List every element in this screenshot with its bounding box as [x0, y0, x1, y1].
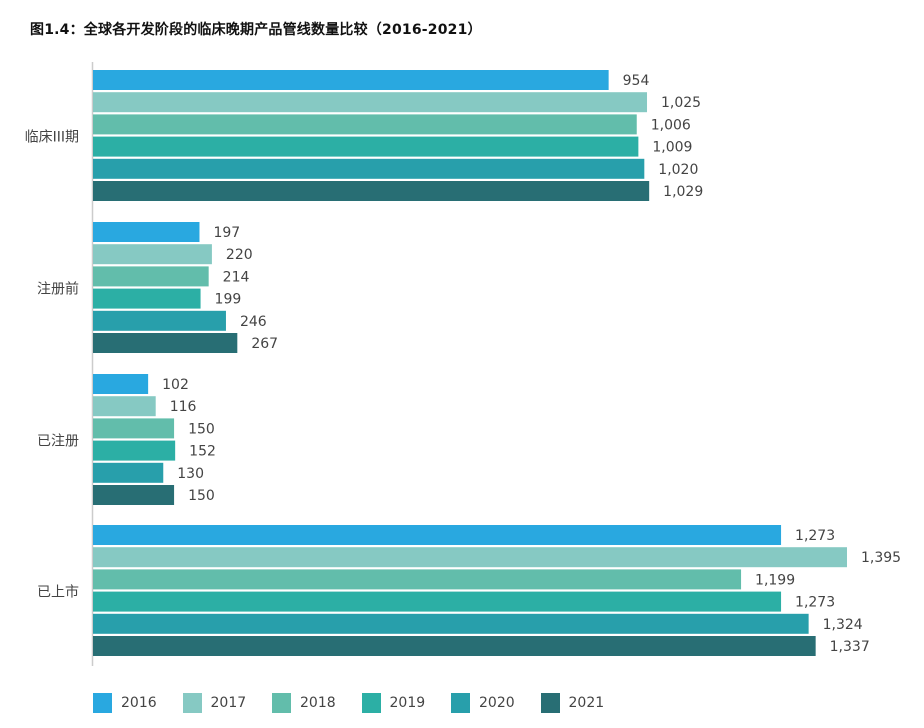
legend-swatch [93, 693, 112, 713]
bar-2020-1 [93, 310, 226, 331]
value-label: 150 [188, 421, 215, 437]
legend-label: 2019 [389, 695, 426, 711]
bar-2017-3 [93, 547, 847, 568]
legend: 2016 2017 2018 2019 2020 2021 [93, 693, 630, 713]
legend-swatch [451, 693, 470, 713]
bar-2021-3 [93, 636, 816, 656]
legend-item-2020: 2020 [451, 693, 541, 713]
value-label: 1,029 [663, 184, 703, 200]
legend-swatch [182, 693, 202, 713]
legend-label: 2016 [121, 695, 157, 711]
bar-2017-1 [93, 244, 212, 265]
legend-swatch [540, 693, 560, 713]
legend-item-2021: 2021 [540, 693, 631, 713]
value-label: 130 [177, 466, 204, 482]
legend-label: 2017 [210, 695, 247, 711]
bar-2016-1 [93, 222, 200, 242]
bar-2018-1 [93, 266, 209, 287]
value-label: 1,009 [652, 140, 692, 156]
bar-2021-1 [93, 333, 238, 353]
category-label: 临床III期 [25, 130, 79, 146]
value-label: 1,006 [651, 117, 691, 133]
category-label: 注册前 [37, 281, 79, 298]
bar-2019-0 [93, 136, 639, 157]
legend-swatch [272, 693, 291, 713]
bar-2020-0 [93, 158, 645, 179]
value-label: 1,020 [658, 162, 698, 178]
bar-2019-2 [93, 440, 176, 461]
bar-2018-2 [93, 418, 175, 439]
value-label: 246 [240, 314, 267, 330]
value-label: 1,199 [755, 572, 795, 588]
value-label: 116 [170, 399, 197, 415]
bar-2019-3 [93, 591, 782, 612]
value-label: 1,324 [823, 617, 863, 633]
bar-2016-3 [93, 525, 782, 545]
bar-2016-2 [93, 374, 149, 394]
value-label: 199 [215, 292, 242, 308]
value-label: 214 [223, 269, 250, 285]
bar-2017-0 [93, 92, 648, 113]
value-label: 1,273 [795, 595, 835, 611]
chart-title: 图1.4：全球各开发阶段的临床晚期产品管线数量比较（2016-2021） [30, 22, 482, 38]
value-label: 1,395 [861, 550, 901, 566]
legend-item-2016: 2016 [93, 693, 183, 713]
value-label: 197 [213, 225, 240, 241]
category-label: 已上市 [37, 584, 79, 601]
legend-label: 2018 [300, 695, 336, 711]
bar-2017-2 [93, 396, 156, 417]
bar-2021-2 [93, 485, 175, 505]
bar-2016-0 [93, 70, 609, 90]
value-label: 1,025 [661, 95, 701, 111]
category-label: 已注册 [37, 434, 79, 450]
bar-2021-0 [93, 181, 650, 201]
legend-item-2019: 2019 [361, 693, 452, 713]
value-label: 1,337 [830, 639, 870, 655]
legend-label: 2021 [568, 695, 605, 711]
value-label: 954 [623, 73, 650, 89]
value-label: 220 [226, 247, 253, 263]
legend-label: 2020 [479, 695, 515, 711]
value-label: 150 [188, 488, 215, 504]
bar-2020-2 [93, 462, 164, 483]
bar-2019-1 [93, 288, 201, 309]
bar-2018-3 [93, 569, 742, 590]
value-label: 267 [251, 336, 278, 352]
value-label: 152 [189, 444, 216, 460]
bars-layer [93, 70, 847, 656]
value-label: 1,273 [795, 528, 835, 544]
legend-item-2018: 2018 [272, 693, 362, 713]
legend-swatch [361, 693, 381, 713]
legend-item-2017: 2017 [182, 693, 273, 713]
value-labels-layer: 954 1,025 1,006 1,009 1,020 1,029 197 220 214 199… [162, 73, 901, 655]
bar-2020-3 [93, 613, 809, 634]
bar-2018-0 [93, 114, 637, 135]
value-label: 102 [162, 377, 189, 393]
